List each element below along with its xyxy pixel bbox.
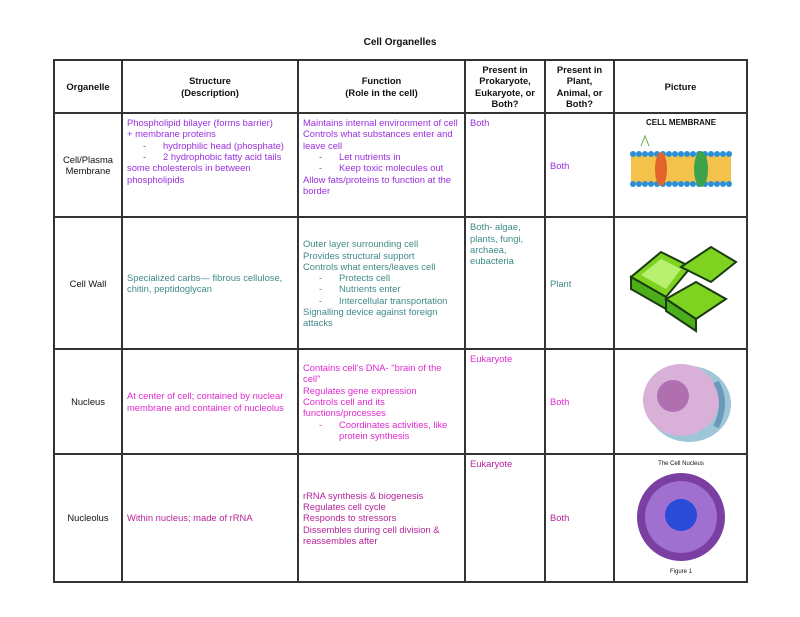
table-row: Cell Wall Specialized carbs— fibrous cel… (53, 216, 748, 351)
function-line: Allow fats/proteins to function at the b… (303, 173, 451, 196)
structure-cell: Within nucleus; made of rRNA (121, 452, 299, 584)
plant-animal-cell: Both (544, 112, 615, 219)
function-line: Provides structural support (303, 249, 415, 261)
plant-animal-cell: Plant (544, 216, 615, 351)
table-row: Cell/Plasma Membrane Phospholipid bilaye… (53, 112, 748, 219)
plant-animal-cell: Both (544, 348, 615, 455)
header-function: Function (Role in the cell) (297, 58, 466, 115)
plant-animal-cell: Both (544, 452, 615, 584)
organelle-name: Nucleolus (53, 452, 123, 584)
organelle-picture: CELL MEMBRANE (613, 112, 748, 219)
function-line: Responds to stressors (303, 512, 397, 524)
function-bullet: Coordinates activities, like protein syn… (339, 419, 460, 442)
header-structure: Structure (Description) (121, 58, 299, 115)
table-row: Nucleolus Within nucleus; made of rRNA r… (53, 452, 748, 584)
function-line: Controls what enters/leaves cell (303, 260, 436, 272)
function-line: Dissembles during cell division & reasse… (303, 523, 440, 546)
table-row: Nucleus At center of cell; contained by … (53, 348, 748, 455)
structure-line: Phospholipid bilayer (forms barrier) (127, 117, 273, 129)
picture-label: The Cell Nucleus (658, 461, 704, 467)
structure-line: Specialized carbs— fibrous cellulose, ch… (127, 272, 283, 295)
function-line: Contains cell's DNA- "brain of the cell" (303, 362, 442, 385)
function-line: Controls what substances enter and leave… (303, 128, 453, 151)
prokaryote-cell: Both- algae, plants, fungi, archaea, eub… (464, 216, 546, 351)
header-plant: Present in Plant, Animal, or Both? (544, 58, 615, 115)
function-cell: Outer layer surrounding cell Provides str… (297, 216, 466, 351)
function-line: Maintains internal environment of cell (303, 117, 458, 129)
prokaryote-cell: Eukaryote (464, 348, 546, 455)
function-bullets: Protects cellNutrients enterIntercellula… (303, 272, 460, 306)
function-cell: rRNA synthesis & biogenesis Regulates cel… (297, 452, 466, 584)
header-prokaryote: Present in Prokaryote, Eukaryote, or Bot… (464, 58, 546, 115)
function-line: rRNA synthesis & biogenesis (303, 489, 424, 501)
function-bullet: Protects cell (339, 272, 460, 283)
organelle-picture (613, 216, 748, 351)
organelle-picture: The Cell Nucleus Figure 1 (613, 452, 748, 584)
organelle-picture (613, 348, 748, 455)
structure-line: At center of cell; contained by nuclear … (127, 390, 284, 413)
prokaryote-cell: Both (464, 112, 546, 219)
page-title: Cell Organelles (363, 37, 437, 48)
function-line: Controls cell and its functions/processe… (303, 395, 386, 419)
organelles-table: Organelle Structure (Description) Functi… (53, 58, 748, 584)
prokaryote-cell: Eukaryote (464, 452, 546, 584)
function-bullet: Keep toxic molecules out (339, 162, 460, 173)
function-line: Outer layer surrounding cell (303, 238, 419, 250)
structure-line: Within nucleus; made of rRNA (127, 512, 253, 524)
structure-bullet: 2 hydrophobic fatty acid tails (163, 151, 293, 162)
structure-cell: Phospholipid bilayer (forms barrier) + me… (121, 112, 299, 219)
function-bullet: Nutrients enter (339, 283, 460, 294)
function-bullet: Let nutrients in (339, 151, 460, 162)
picture-caption: Figure 1 (669, 569, 692, 575)
header-organelle: Organelle (53, 58, 123, 115)
structure-line: some cholesterols in between phospholipi… (127, 162, 251, 185)
function-line: Regulates cell cycle (303, 500, 386, 512)
function-bullets: Let nutrients inKeep toxic molecules out (303, 151, 460, 174)
function-bullets: Coordinates activities, like protein syn… (303, 419, 460, 442)
organelle-name: Cell Wall (53, 216, 123, 351)
header-row: Organelle Structure (Description) Functi… (53, 58, 748, 115)
function-cell: Maintains internal environment of cell Co… (297, 112, 466, 219)
structure-bullet: hydrophilic head (phosphate) (163, 140, 293, 151)
structure-cell: At center of cell; contained by nuclear … (121, 348, 299, 455)
picture-label: CELL MEMBRANE (645, 118, 716, 127)
structure-cell: Specialized carbs— fibrous cellulose, ch… (121, 216, 299, 351)
function-line: Signalling device against foreign attack… (303, 306, 438, 329)
structure-line: + membrane proteins (127, 128, 216, 140)
function-bullet: Intercellular transportation (339, 295, 460, 306)
structure-bullets: hydrophilic head (phosphate)2 hydrophobi… (127, 140, 293, 163)
organelle-name: Cell/Plasma Membrane (53, 112, 123, 219)
function-cell: Contains cell's DNA- "brain of the cell"… (297, 348, 466, 455)
organelle-name: Nucleus (53, 348, 123, 455)
header-picture: Picture (613, 58, 748, 115)
function-line: Regulates gene expression (303, 384, 417, 396)
